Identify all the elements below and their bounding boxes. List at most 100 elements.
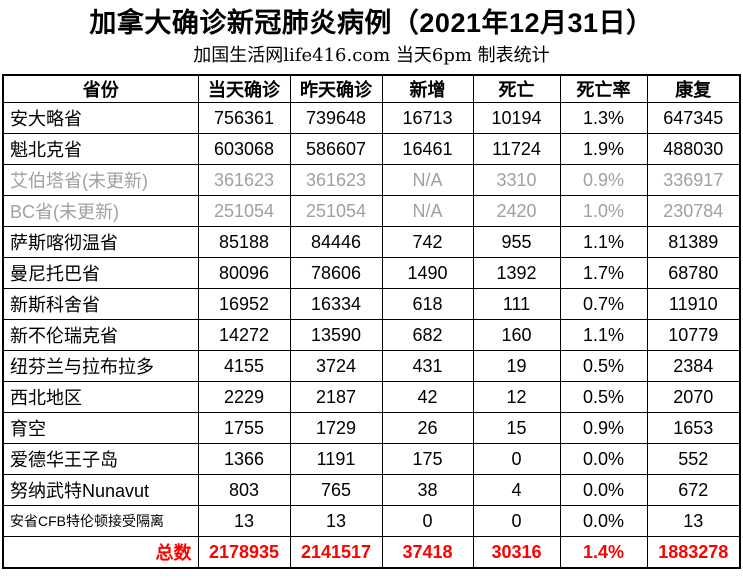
cell-yesterday: 78606: [289, 257, 383, 289]
cell-today: 603068: [197, 133, 291, 165]
cell-new_cases: 26: [381, 412, 474, 444]
table-row: 西北地区 2229 2187 42 12 0.5% 2070: [2, 381, 741, 413]
table-row: 安省CFB特伦顿接受隔离 13 13 0 0 0.0% 13: [2, 505, 741, 537]
col-header-deaths: 死亡: [472, 74, 561, 103]
cell-deaths: 0: [472, 443, 561, 475]
table-row: 纽芬兰与拉布拉多 4155 3724 431 19 0.5% 2384: [2, 350, 741, 382]
cell-deaths: 3310: [472, 164, 561, 196]
cell-yesterday: 361623: [289, 164, 383, 196]
table-row: 魁北克省 603068 586607 16461 11724 1.9% 488030: [2, 133, 741, 165]
cell-yesterday: 739648: [289, 102, 383, 134]
cell-today: 13: [197, 505, 291, 537]
cell-deaths: 11724: [472, 133, 561, 165]
province-name-cell: BC省(未更新): [2, 195, 199, 227]
cell-deaths: 0: [472, 505, 561, 537]
cell-today: 803: [197, 474, 291, 506]
cell-death_rate: 1.9%: [559, 133, 648, 165]
cell-yesterday: 3724: [289, 350, 383, 382]
total-death-rate: 1.4%: [559, 536, 648, 569]
total-row: 总数 2178935 2141517 37418 30316 1.4% 1883…: [2, 536, 741, 569]
cell-new_cases: 42: [381, 381, 474, 413]
cell-recovered: 230784: [646, 195, 741, 227]
province-name-cell: 魁北克省: [2, 133, 199, 165]
cell-recovered: 647345: [646, 102, 741, 134]
cell-death_rate: 1.0%: [559, 195, 648, 227]
col-header-death-rate: 死亡率: [559, 74, 648, 103]
col-header-new-cases: 新增: [381, 74, 474, 103]
cell-recovered: 2070: [646, 381, 741, 413]
cell-yesterday: 765: [289, 474, 383, 506]
cell-yesterday: 84446: [289, 226, 383, 258]
cell-today: 14272: [197, 319, 291, 351]
cell-recovered: 2384: [646, 350, 741, 382]
cell-today: 16952: [197, 288, 291, 320]
cell-death_rate: 0.0%: [559, 443, 648, 475]
table-row: 爱德华王子岛 1366 1191 175 0 0.0% 552: [2, 443, 741, 475]
cell-recovered: 68780: [646, 257, 741, 289]
cell-yesterday: 1729: [289, 412, 383, 444]
cell-death_rate: 0.5%: [559, 350, 648, 382]
cell-yesterday: 13: [289, 505, 383, 537]
cell-new_cases: 682: [381, 319, 474, 351]
cell-death_rate: 0.5%: [559, 381, 648, 413]
table-body: 安大略省 756361 739648 16713 10194 1.3% 647345 魁北克省…: [2, 102, 741, 537]
page-title: 加拿大确诊新冠肺炎病例（2021年12月31日）: [89, 8, 654, 38]
cell-recovered: 11910: [646, 288, 741, 320]
total-today-confirmed: 2178935: [197, 536, 291, 569]
table-row: 育空 1755 1729 26 15 0.9% 1653: [2, 412, 741, 444]
cell-deaths: 12: [472, 381, 561, 413]
covid-cases-table: 省份 当天确诊 昨天确诊 新增 死亡 死亡率 康复 安大略省 756361 7396…: [2, 74, 741, 569]
cell-yesterday: 16334: [289, 288, 383, 320]
cell-today: 756361: [197, 102, 291, 134]
cell-today: 2229: [197, 381, 291, 413]
total-yesterday-confirmed: 2141517: [289, 536, 383, 569]
cell-death_rate: 1.3%: [559, 102, 648, 134]
cell-new_cases: N/A: [381, 164, 474, 196]
cell-today: 85188: [197, 226, 291, 258]
cell-yesterday: 1191: [289, 443, 383, 475]
province-name-cell: 萨斯喀彻温省: [2, 226, 199, 258]
cell-deaths: 4: [472, 474, 561, 506]
cell-deaths: 160: [472, 319, 561, 351]
cell-death_rate: 0.9%: [559, 412, 648, 444]
cell-yesterday: 586607: [289, 133, 383, 165]
cell-new_cases: 175: [381, 443, 474, 475]
cell-new_cases: N/A: [381, 195, 474, 227]
total-label: 总数: [2, 536, 199, 569]
province-name-cell: 西北地区: [2, 381, 199, 413]
cell-today: 80096: [197, 257, 291, 289]
cell-deaths: 2420: [472, 195, 561, 227]
cell-deaths: 955: [472, 226, 561, 258]
cell-death_rate: 1.7%: [559, 257, 648, 289]
cell-death_rate: 0.9%: [559, 164, 648, 196]
cell-new_cases: 0: [381, 505, 474, 537]
cell-recovered: 1653: [646, 412, 741, 444]
header-row: 省份 当天确诊 昨天确诊 新增 死亡 死亡率 康复: [2, 74, 741, 103]
province-name-cell: 安大略省: [2, 102, 199, 134]
col-header-today-confirmed: 当天确诊: [197, 74, 291, 103]
province-name-cell: 新不伦瑞克省: [2, 319, 199, 351]
cell-death_rate: 1.1%: [559, 226, 648, 258]
cell-new_cases: 16713: [381, 102, 474, 134]
province-name-cell: 安省CFB特伦顿接受隔离: [2, 505, 199, 537]
cell-recovered: 13: [646, 505, 741, 537]
cell-recovered: 552: [646, 443, 741, 475]
total-recovered: 1883278: [646, 536, 741, 569]
total-new-cases: 37418: [381, 536, 474, 569]
table-row: 安大略省 756361 739648 16713 10194 1.3% 647345: [2, 102, 741, 134]
col-header-recovered: 康复: [646, 74, 741, 103]
cell-deaths: 19: [472, 350, 561, 382]
cell-deaths: 1392: [472, 257, 561, 289]
cell-recovered: 10779: [646, 319, 741, 351]
cell-new_cases: 618: [381, 288, 474, 320]
cell-deaths: 15: [472, 412, 561, 444]
cell-yesterday: 13590: [289, 319, 383, 351]
province-name-cell: 努纳武特Nunavut: [2, 474, 199, 506]
province-name-cell: 爱德华王子岛: [2, 443, 199, 475]
table-row: 萨斯喀彻温省 85188 84446 742 955 1.1% 81389: [2, 226, 741, 258]
province-name-cell: 新斯科舍省: [2, 288, 199, 320]
total-deaths: 30316: [472, 536, 561, 569]
province-name-cell: 艾伯塔省(未更新): [2, 164, 199, 196]
cell-death_rate: 0.7%: [559, 288, 648, 320]
